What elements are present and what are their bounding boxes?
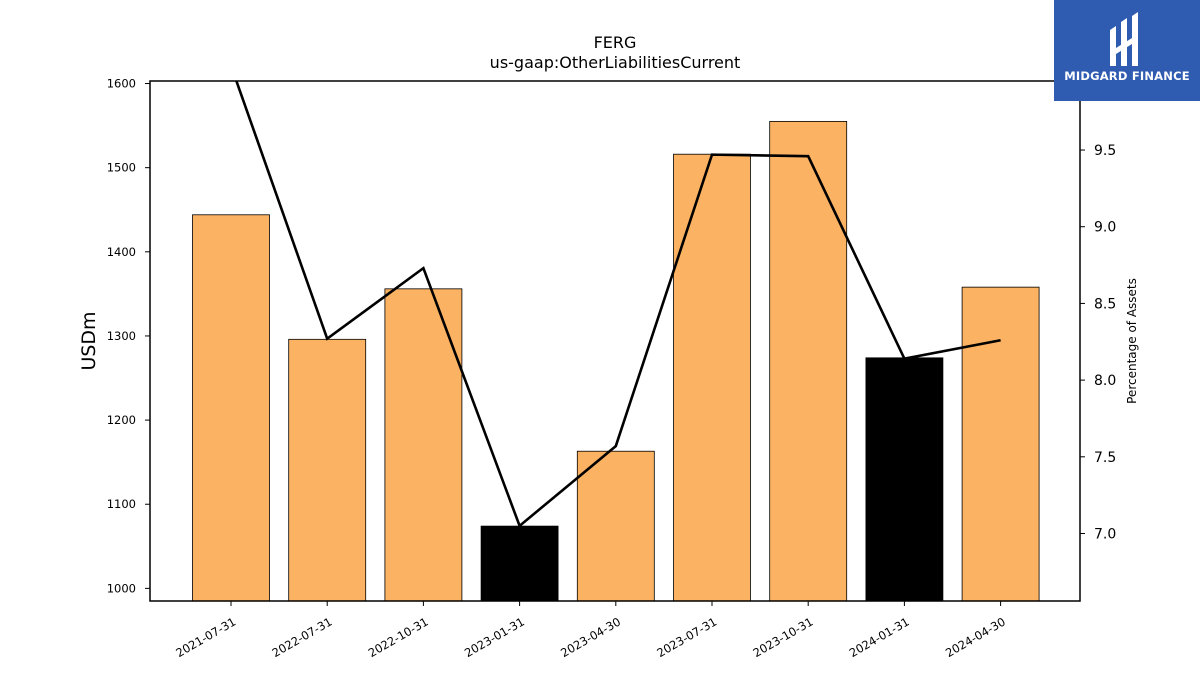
y-tick-label: 1000 [107,581,136,595]
y2-tick-label: 8.0 [1094,373,1116,389]
line-series-percentage [235,81,1001,529]
x-tick-label: 2024-04-30 [943,615,1008,661]
y2-tick-label: 8.5 [1094,296,1116,312]
y2-axis-label: Percentage of Assets [1125,278,1139,404]
y-tick-label: 1600 [107,77,136,91]
bar [961,286,1040,602]
bar [384,288,463,602]
x-tick-label: 2023-01-31 [462,615,527,661]
bar [288,338,367,602]
bar [576,450,655,602]
bar [769,120,848,602]
y2-tick-label: 9.5 [1094,143,1116,159]
y-tick-label: 1500 [107,161,136,175]
chart-title: FERG [594,33,637,52]
bar [192,214,270,602]
y2-tick-label: 7.5 [1094,450,1116,466]
chart-subtitle: us-gaap:OtherLiabilitiesCurrent [490,53,741,72]
y2-tick-label: 9.0 [1094,220,1116,236]
x-tick-label: 2021-07-31 [173,615,238,661]
logo-text: MIDGARD FINANCE [1064,69,1190,83]
company-logo: MIDGARD FINANCE [1054,0,1200,101]
logo-mark-icon [1110,12,1138,66]
y-tick-label: 1400 [107,245,136,259]
x-tick-label: 2024-01-31 [847,615,912,661]
plot-frame [149,80,1081,602]
y-axis-label: USDm [78,311,100,370]
bar [673,153,751,602]
x-tick-label: 2023-07-31 [654,615,719,661]
x-tick-label: 2023-10-31 [751,615,816,661]
y-tick-label: 1200 [107,413,136,427]
x-tick-label: 2023-04-30 [558,615,623,661]
y-tick-label: 1300 [107,329,136,343]
bar [865,357,944,602]
y-tick-label: 1100 [107,497,136,511]
x-tick-label: 2022-10-31 [366,615,431,661]
y2-tick-label: 7.0 [1094,527,1116,543]
x-tick-label: 2022-07-31 [270,615,335,661]
bar [480,525,559,602]
